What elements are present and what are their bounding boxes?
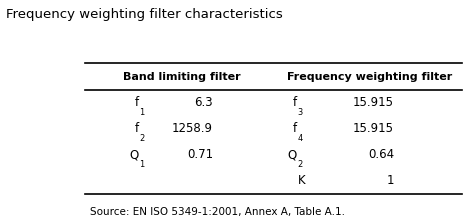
Text: 4: 4 [298, 134, 303, 143]
Text: 0.71: 0.71 [187, 148, 213, 161]
Text: Frequency weighting filter: Frequency weighting filter [287, 72, 452, 82]
Text: 3: 3 [298, 108, 303, 117]
Text: 0.64: 0.64 [368, 148, 394, 161]
Text: 1: 1 [139, 160, 145, 169]
Text: Band limiting filter: Band limiting filter [123, 72, 240, 82]
Text: 6.3: 6.3 [194, 96, 213, 109]
Text: Q: Q [129, 148, 138, 161]
Text: f: f [135, 122, 138, 135]
Text: 15.915: 15.915 [353, 122, 394, 135]
Text: 1258.9: 1258.9 [172, 122, 213, 135]
Text: 2: 2 [139, 134, 145, 143]
Text: 1: 1 [139, 108, 145, 117]
Text: f: f [292, 96, 297, 109]
Text: Source: EN ISO 5349-1:2001, Annex A, Table A.1.: Source: EN ISO 5349-1:2001, Annex A, Tab… [90, 207, 345, 217]
Text: f: f [135, 96, 138, 109]
Text: K: K [297, 174, 305, 187]
Text: f: f [292, 122, 297, 135]
Text: 15.915: 15.915 [353, 96, 394, 109]
Text: 1: 1 [387, 174, 394, 187]
Text: Frequency weighting filter characteristics: Frequency weighting filter characteristi… [6, 8, 283, 21]
Text: 2: 2 [298, 160, 303, 169]
Text: Q: Q [287, 148, 297, 161]
